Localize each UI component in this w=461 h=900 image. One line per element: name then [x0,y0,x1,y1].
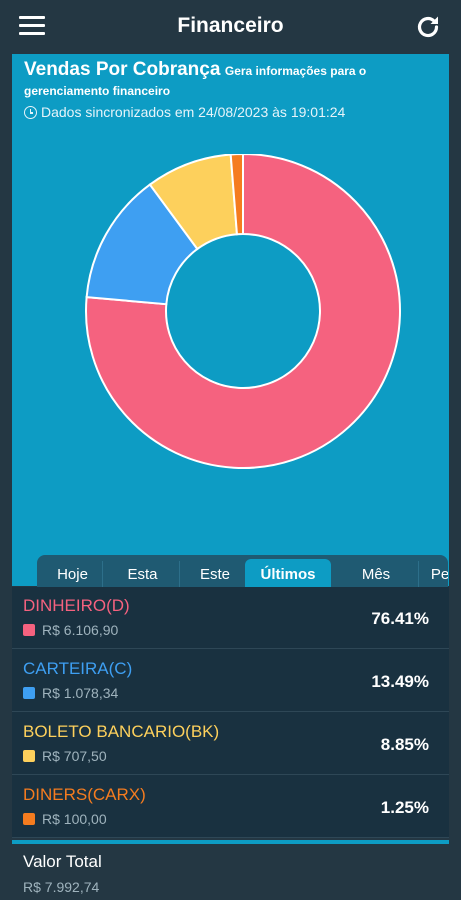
filter-tab-label: Mês [361,566,391,583]
payment-amount: R$ 100,00 [23,811,107,827]
sync-status: Dados sincronizados em 24/08/2023 às 19:… [24,104,345,120]
filter-tab-label: Pe [430,566,448,583]
filter-tab-label: Este [199,566,230,583]
card-subtitle: Gera informações para o gerenciamento fi… [24,64,367,98]
payment-amount: R$ 6.106,90 [23,622,118,638]
payment-amount: R$ 707,50 [23,748,107,764]
total-label: Valor Total [23,852,102,871]
payment-amount: R$ 1.078,34 [23,685,118,701]
app-bar: Financeiro [0,0,461,54]
filter-tab[interactable]: Hoje [41,559,104,615]
payment-row[interactable]: BOLETO BANCARIO(BK) R$ 707,50 8.85% [12,713,449,775]
total-divider [12,840,449,844]
payment-amount-value: R$ 6.106,90 [42,622,119,638]
refresh-icon[interactable] [413,12,443,42]
payment-row[interactable]: DINERS(CARX) R$ 100,00 1.25% [12,776,449,838]
payment-amount-value: R$ 1.078,34 [42,685,119,701]
card-header: Vendas Por Cobrança Gera informações par… [24,60,444,101]
payment-list: DINHEIRO(D) R$ 6.106,90 76.41% CARTEIRA(C) R… [12,587,449,838]
page-title: Financeiro [177,14,284,37]
color-swatch [23,687,35,699]
donut-chart [85,154,401,469]
filter-tab[interactable]: Pe [420,559,448,615]
filter-divider [102,561,103,612]
payment-amount-value: R$ 707,50 [42,748,107,764]
payment-amount-value: R$ 100,00 [42,811,107,827]
payment-row[interactable]: DINHEIRO(D) R$ 6.106,90 76.41% [12,587,449,649]
total-section: Valor Total R$ 7.992,74 [12,844,449,900]
payment-percent: 76.41% [371,609,429,628]
total-value: R$ 7.992,74 [23,879,100,895]
filter-divider [418,561,419,612]
payment-method-name: CARTEIRA(C) [23,659,133,678]
donut-slice[interactable] [85,154,401,469]
filter-tab-label: Hoje [57,566,88,583]
card-title: Vendas Por Cobrança [24,59,221,80]
hamburger-menu-icon[interactable] [19,15,45,37]
color-swatch [23,813,35,825]
payment-method-name: DINERS(CARX) [23,785,146,804]
payment-percent: 8.85% [380,735,429,754]
filter-divider [179,561,180,612]
sales-by-payment-card: Vendas Por Cobrança Gera informações par… [12,54,449,618]
payment-percent: 1.25% [380,798,429,817]
clock-icon [24,106,37,119]
donut-slice[interactable] [229,154,244,236]
payment-method-name: BOLETO BANCARIO(BK) [23,722,220,741]
filter-tab-label: Esta [127,566,158,583]
payment-percent: 13.49% [371,672,429,691]
payment-method-name: DINHEIRO(D) [23,596,130,615]
filter-tab-label: Últimos [260,566,316,583]
sync-text: Dados sincronizados em 24/08/2023 às 19:… [41,104,346,120]
payment-row[interactable]: CARTEIRA(C) R$ 1.078,34 13.49% [12,650,449,712]
color-swatch [23,624,35,636]
color-swatch [23,750,35,762]
